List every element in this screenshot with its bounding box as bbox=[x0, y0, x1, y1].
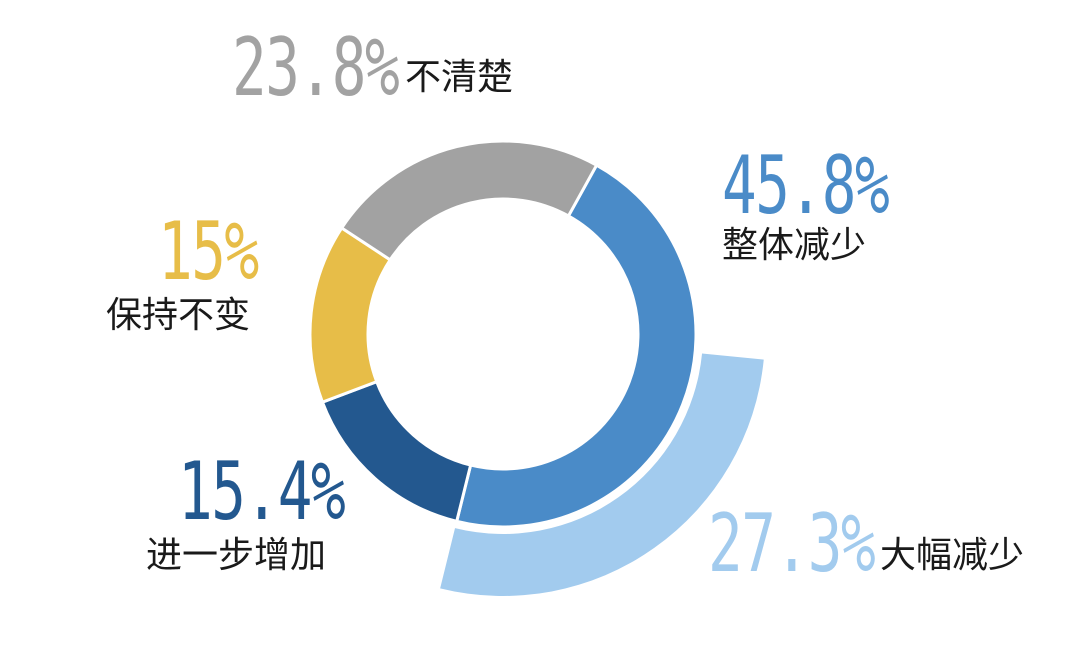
slice-unclear bbox=[339, 139, 599, 262]
slice-unchanged bbox=[308, 225, 393, 405]
label-category-unchanged: 保持不变 bbox=[106, 295, 251, 336]
slice-sharp-decrease bbox=[440, 353, 764, 596]
label-category-overall-decrease: 整体减少 bbox=[722, 225, 867, 266]
label-value-unchanged: 15% bbox=[158, 205, 259, 298]
label-value-sharp-decrease: 27.3% bbox=[708, 497, 876, 590]
label-category-sharp-decrease: 大幅减少 bbox=[880, 535, 1025, 576]
label-value-further-increase: 15.4% bbox=[178, 445, 346, 538]
slice-overall-decrease bbox=[454, 163, 698, 529]
slice-further-increase bbox=[320, 379, 473, 524]
label-category-further-increase: 进一步增加 bbox=[146, 535, 327, 576]
label-category-unclear: 不清楚 bbox=[405, 57, 514, 98]
label-value-unclear: 23.8% bbox=[232, 21, 400, 114]
label-value-overall-decrease: 45.8% bbox=[722, 139, 890, 232]
